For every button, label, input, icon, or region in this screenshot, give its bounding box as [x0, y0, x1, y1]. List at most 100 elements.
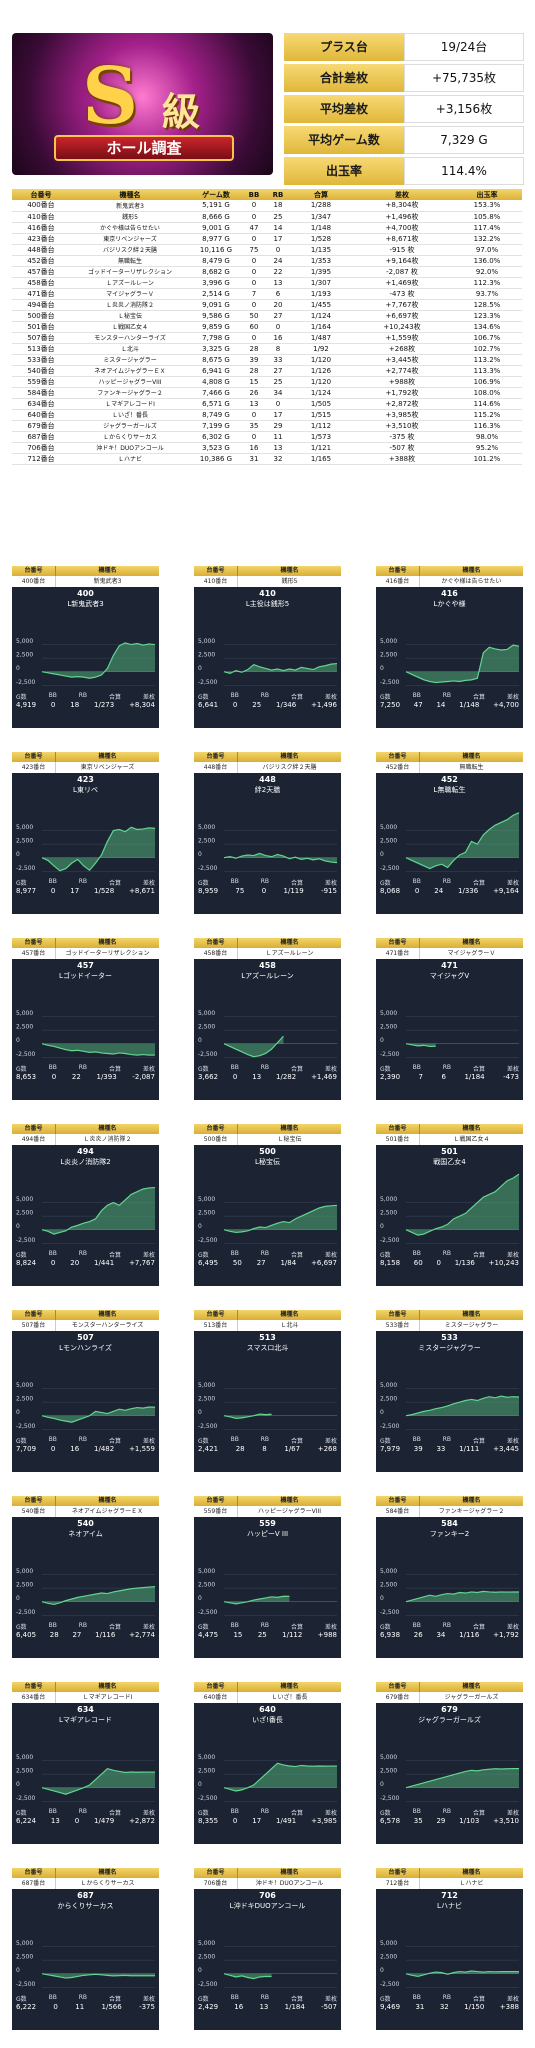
y-tick-label: 2,500 — [198, 1024, 215, 1031]
slump-graph: 5,000 2,500 0 -2,500 — [198, 1196, 338, 1244]
table-cell: +3,510枚 — [352, 420, 452, 432]
card-header: 台番号 452番台 機種名 無職転生 — [376, 752, 523, 773]
slump-line — [41, 1586, 156, 1606]
graph-footer-values: 7,979 39 33 1/111 +3,445 — [376, 1445, 523, 1453]
table-cell: 28 — [242, 343, 266, 355]
slump-area — [42, 1187, 155, 1235]
graph-title: 戦国乙女4 — [433, 1158, 466, 1166]
card-header-label: 台番号 — [194, 1682, 238, 1692]
footer-label: 合算 — [109, 1810, 122, 1817]
card-header-left: 台番号 410番台 — [194, 566, 238, 587]
slump-line — [223, 852, 338, 864]
table-cell: 114.6% — [452, 398, 522, 410]
table-cell: 8,682 G — [190, 266, 242, 278]
table-cell: Ｌ秘宝伝 — [70, 310, 190, 322]
card-header-label: 台番号 — [194, 566, 238, 576]
slump-line — [41, 642, 156, 679]
card-header: 台番号 513番台 機種名 Ｌ北斗 — [194, 1310, 341, 1331]
card-machine-number: 471番台 — [376, 948, 420, 959]
y-tick-label: 0 — [198, 665, 202, 672]
slump-graph: 5,000 2,500 0 -2,500 — [16, 638, 156, 686]
footer-value: 0 — [232, 701, 238, 709]
y-tick-label: 2,500 — [380, 1954, 397, 1961]
graph-title: ミスタージャグラー — [418, 1344, 481, 1352]
footer-value: 35 — [413, 1817, 423, 1825]
card-header-left: 台番号 706番台 — [194, 1868, 238, 1889]
footer-label: 合算 — [473, 880, 486, 887]
table-cell: -915 枚 — [352, 244, 452, 256]
card-model-name: Ｌアズールレーン — [238, 948, 341, 959]
table-cell: 8 — [266, 343, 290, 355]
slump-area — [42, 1768, 155, 1795]
footer-value: 9,469 — [380, 2003, 401, 2011]
table-cell: 113.2% — [452, 354, 522, 366]
footer-value: +1,792 — [493, 1631, 519, 1639]
footer-value: 1/336 — [458, 887, 479, 895]
table-cell: 60 — [242, 321, 266, 333]
graph-number: 513 — [259, 1333, 276, 1342]
footer-label: 差枚 — [324, 1996, 337, 2003]
slump-graph: 5,000 2,500 0 -2,500 — [16, 1754, 156, 1802]
card-header-label: 台番号 — [194, 1496, 238, 1506]
graph-footer-labels: G数 BB RB 合算 差枚 — [194, 1994, 341, 2003]
card-machine-number: 494番台 — [12, 1134, 56, 1145]
card-header-left: 台番号 423番台 — [12, 752, 56, 773]
table-cell: 28 — [242, 365, 266, 377]
footer-label: 差枚 — [506, 1996, 519, 2003]
graph-footer-values: 8,824 0 20 1/441 +7,767 — [12, 1259, 159, 1267]
card-header-right: 機種名 Ｌ戦国乙女４ — [420, 1124, 523, 1145]
summary-row: 平均ゲーム数 7,329 G — [284, 126, 524, 154]
footer-label: RB — [78, 692, 88, 699]
footer-value: 1/150 — [464, 2003, 485, 2011]
table-cell: 16 — [266, 332, 290, 344]
footer-value: 47 — [413, 701, 423, 709]
table-cell: 0 — [242, 200, 266, 212]
table-cell: +6,697枚 — [352, 310, 452, 322]
graph-title: ジャグラーガールズ — [418, 1716, 481, 1724]
card-header: 台番号 533番台 機種名 ミスタージャグラー — [376, 1310, 523, 1331]
card-model-name: ファンキージャグラー２ — [420, 1506, 523, 1517]
footer-label: 差枚 — [142, 1624, 155, 1631]
table-cell: 39 — [242, 354, 266, 366]
y-tick-label: 2,500 — [198, 652, 215, 659]
graph-footer-labels: G数 BB RB 合算 差枚 — [12, 878, 159, 887]
y-tick-label: 5,000 — [198, 1754, 215, 1761]
y-tick-label: 2,500 — [380, 838, 397, 845]
graph-card: 台番号 584番台 機種名 ファンキージャグラー２ 584 ファンキー2 5,000 2,50… — [376, 1496, 523, 1658]
footer-label: BB — [230, 1808, 239, 1815]
footer-label: RB — [442, 1250, 452, 1257]
slump-graph: 5,000 2,500 0 -2,500 — [198, 1568, 337, 1616]
column-header: 出玉率 — [452, 189, 522, 200]
slump-graph: 5,000 2,500 0 -2,500 — [16, 1010, 156, 1058]
graph-card: 台番号 494番台 機種名 Ｌ炎炎ノ消防隊２ 494 L炎炎ノ消防隊2 5,000 2,500… — [12, 1124, 159, 1286]
footer-label: BB — [48, 1064, 57, 1071]
slump-graph: 5,000 2,500 0 -2,500 — [16, 1568, 156, 1616]
graph-number: 584 — [441, 1519, 458, 1528]
footer-label: G数 — [198, 1438, 209, 1445]
y-tick-label: 5,000 — [380, 1568, 397, 1575]
graph-number: 423 — [77, 775, 94, 784]
footer-label: 合算 — [109, 1252, 122, 1259]
slump-graph: 5,000 2,500 0 -2,500 — [380, 1382, 520, 1430]
card-header-label: 台番号 — [194, 1124, 238, 1134]
footer-value: +268 — [317, 1445, 337, 1453]
footer-value: 2,421 — [198, 1445, 219, 1453]
footer-label: 差枚 — [506, 694, 519, 701]
footer-value: 75 — [235, 887, 245, 895]
footer-value: 6,578 — [380, 1817, 401, 1825]
table-cell: 501番台 — [12, 321, 70, 333]
footer-value: 1/111 — [459, 1445, 480, 1453]
slump-line — [405, 1590, 520, 1603]
card-header: 台番号 457番台 機種名 ゴッドイーターリザレクション — [12, 938, 159, 959]
table-cell: 0 — [242, 431, 266, 443]
y-tick-label: 5,000 — [380, 1940, 397, 1947]
y-tick-label: 2,500 — [380, 1396, 397, 1403]
graph-card: 台番号 400番台 機種名 新鬼武者3 400 L新鬼武者3 5,000 2,500 0 -2,5… — [12, 566, 159, 728]
footer-value: 2,390 — [380, 1073, 401, 1081]
y-tick-label: 0 — [380, 1223, 384, 1230]
y-tick-label: -2,500 — [380, 865, 400, 872]
y-tick-label: -2,500 — [198, 1051, 218, 1058]
footer-label: RB — [78, 1994, 88, 2001]
table-cell: 31 — [242, 453, 266, 465]
